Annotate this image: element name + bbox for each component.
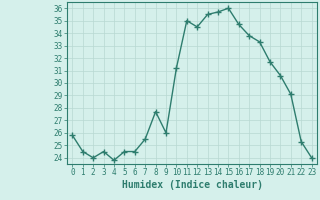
X-axis label: Humidex (Indice chaleur): Humidex (Indice chaleur) [122, 180, 262, 190]
